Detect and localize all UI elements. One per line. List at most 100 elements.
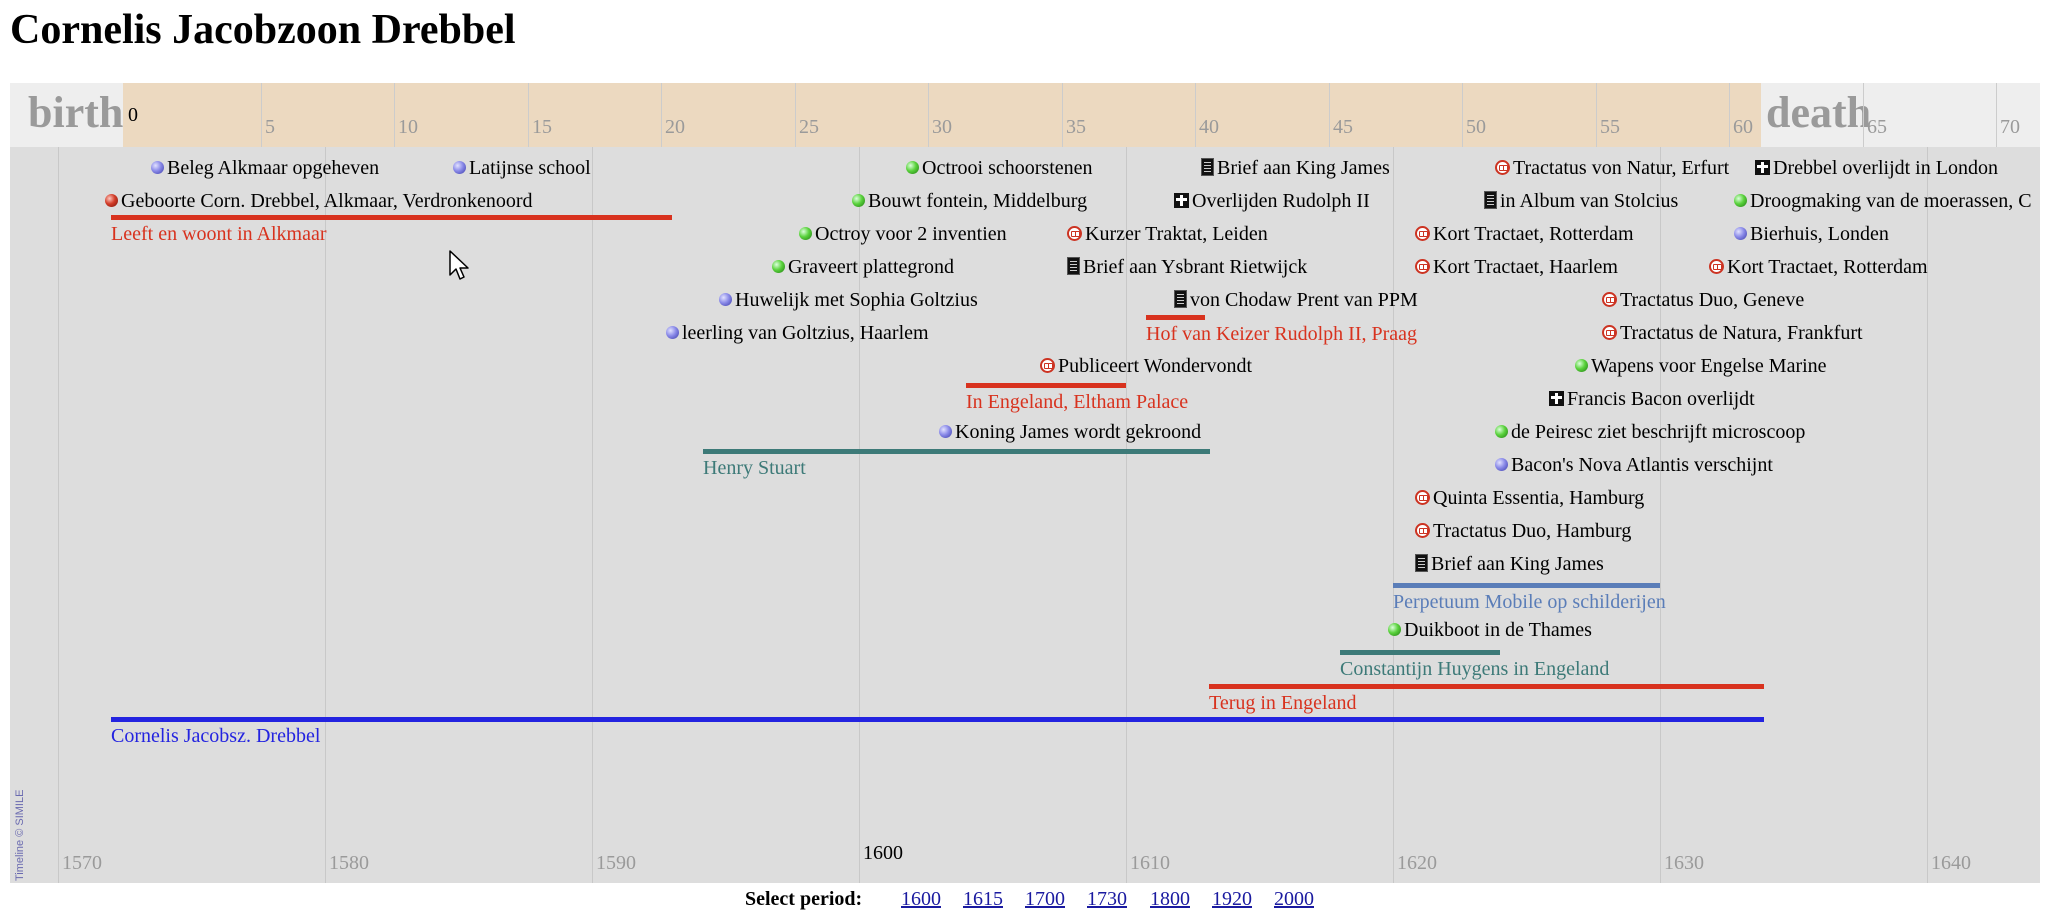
book-icon[interactable]: [1415, 522, 1430, 538]
timeline-event[interactable]: von Chodaw Prent van PPM: [1174, 287, 1418, 315]
timeline-event[interactable]: Kort Tractaet, Rotterdam: [1709, 254, 1928, 282]
blue-dot-icon[interactable]: [151, 160, 164, 174]
timeline-event[interactable]: Drebbel overlijdt in London: [1755, 155, 1998, 183]
green-dot-icon[interactable]: [852, 193, 865, 207]
event-label[interactable]: Duikboot in de Thames: [1404, 619, 1592, 641]
duration-bar[interactable]: [1209, 684, 1764, 689]
blue-dot-icon[interactable]: [453, 160, 466, 174]
timeline-event[interactable]: Publiceert Wondervondt: [1040, 353, 1252, 381]
event-label[interactable]: Geboorte Corn. Drebbel, Alkmaar, Verdron…: [121, 190, 533, 212]
period-link-1615[interactable]: 1615: [963, 888, 1003, 910]
timeline-event[interactable]: Beleg Alkmaar opgeheven: [151, 155, 379, 183]
duration-label[interactable]: Cornelis Jacobsz. Drebbel: [111, 725, 321, 747]
timeline-event[interactable]: Geboorte Corn. Drebbel, Alkmaar, Verdron…: [105, 188, 533, 216]
green-dot-icon[interactable]: [1495, 424, 1508, 438]
book-icon[interactable]: [1415, 258, 1430, 274]
event-label[interactable]: Bouwt fontein, Middelburg: [868, 190, 1088, 212]
timeline-event[interactable]: Brief aan King James: [1415, 551, 1604, 579]
timeline-widget[interactable]: birth death 0 5 10 15 20 25 30 35 40 45 50 55 60 65 7…: [10, 83, 2040, 883]
document-icon[interactable]: [1067, 257, 1080, 276]
timeline-event[interactable]: Bierhuis, Londen: [1734, 221, 1889, 249]
duration-bar[interactable]: [1146, 315, 1205, 320]
event-label[interactable]: Droogmaking van de moerassen, C: [1750, 190, 2032, 212]
event-label[interactable]: Huwelijk met Sophia Goltzius: [735, 289, 978, 311]
book-icon[interactable]: [1040, 357, 1055, 373]
book-icon[interactable]: [1602, 324, 1617, 340]
event-label[interactable]: Octrooi schoorstenen: [922, 157, 1093, 179]
book-icon[interactable]: [1415, 225, 1430, 241]
timeline-event[interactable]: Latijnse school: [453, 155, 591, 183]
period-link-1730[interactable]: 1730: [1087, 888, 1127, 910]
timeline-event[interactable]: Kurzer Traktat, Leiden: [1067, 221, 1268, 249]
event-label[interactable]: Latijnse school: [469, 157, 591, 179]
timeline-event[interactable]: Wapens voor Engelse Marine: [1575, 353, 1827, 381]
event-label[interactable]: Publiceert Wondervondt: [1058, 355, 1253, 377]
event-label[interactable]: von Chodaw Prent van PPM: [1190, 289, 1418, 311]
duration-bar[interactable]: [1393, 583, 1660, 588]
red-dot-icon[interactable]: [105, 193, 118, 207]
timeline-event[interactable]: de Peiresc ziet beschrijft microscoop: [1495, 419, 1805, 447]
event-label[interactable]: Quinta Essentia, Hamburg: [1433, 487, 1645, 509]
duration-label[interactable]: Leeft en woont in Alkmaar: [111, 223, 327, 245]
green-dot-icon[interactable]: [799, 226, 812, 240]
timeline-event[interactable]: Graveert plattegrond: [772, 254, 954, 282]
timeline-event[interactable]: Kort Tractaet, Rotterdam: [1415, 221, 1634, 249]
timeline-event[interactable]: Huwelijk met Sophia Goltzius: [719, 287, 978, 315]
event-label[interactable]: Koning James wordt gekroond: [955, 421, 1202, 443]
book-icon[interactable]: [1415, 489, 1430, 505]
book-icon[interactable]: [1067, 225, 1082, 241]
period-link-1920[interactable]: 1920: [1212, 888, 1252, 910]
period-link-1700[interactable]: 1700: [1025, 888, 1065, 910]
blue-dot-icon[interactable]: [939, 424, 952, 438]
period-link-2000[interactable]: 2000: [1274, 888, 1314, 910]
duration-bar[interactable]: [703, 449, 1210, 454]
event-label[interactable]: in Album van Stolcius: [1500, 190, 1679, 212]
green-dot-icon[interactable]: [1734, 193, 1747, 207]
event-label[interactable]: leerling van Goltzius, Haarlem: [682, 322, 929, 344]
duration-bar[interactable]: [111, 717, 1764, 722]
timeline-event[interactable]: Brief aan Ysbrant Rietwijck: [1067, 254, 1307, 282]
green-dot-icon[interactable]: [1388, 622, 1401, 636]
timeline-event[interactable]: Francis Bacon overlijdt: [1549, 386, 1755, 414]
green-dot-icon[interactable]: [1575, 358, 1588, 372]
timeline-event[interactable]: Tractatus Duo, Geneve: [1602, 287, 1804, 315]
timeline-event[interactable]: Bacon's Nova Atlantis verschijnt: [1495, 452, 1773, 480]
duration-label[interactable]: Constantijn Huygens in Engeland: [1340, 658, 1610, 680]
timeline-event[interactable]: Brief aan King James: [1201, 155, 1390, 183]
event-label[interactable]: Kort Tractaet, Rotterdam: [1433, 223, 1634, 245]
event-label[interactable]: Tractatus de Natura, Frankfurt: [1620, 322, 1863, 344]
timeline-event[interactable]: Tractatus de Natura, Frankfurt: [1602, 320, 1863, 348]
document-icon[interactable]: [1174, 290, 1187, 309]
event-label[interactable]: Wapens voor Engelse Marine: [1591, 355, 1827, 377]
blue-dot-icon[interactable]: [1495, 457, 1508, 471]
event-label[interactable]: Drebbel overlijdt in London: [1773, 157, 1998, 179]
event-label[interactable]: Kort Tractaet, Haarlem: [1433, 256, 1618, 278]
timeline-event[interactable]: Octroy voor 2 inventien: [799, 221, 1007, 249]
cross-icon[interactable]: [1549, 390, 1564, 406]
timeline-event[interactable]: Tractatus von Natur, Erfurt: [1495, 155, 1729, 183]
green-dot-icon[interactable]: [906, 160, 919, 174]
duration-bar[interactable]: [1340, 650, 1500, 655]
duration-label[interactable]: Hof van Keizer Rudolph II, Praag: [1146, 323, 1418, 345]
document-icon[interactable]: [1484, 191, 1497, 210]
event-label[interactable]: Graveert plattegrond: [788, 256, 955, 278]
timeline-event[interactable]: Tractatus Duo, Hamburg: [1415, 518, 1631, 546]
timeline-event[interactable]: Duikboot in de Thames: [1388, 617, 1592, 645]
book-icon[interactable]: [1495, 159, 1510, 175]
timeline-event[interactable]: Kort Tractaet, Haarlem: [1415, 254, 1618, 282]
event-label[interactable]: Francis Bacon overlijdt: [1567, 388, 1755, 410]
event-label[interactable]: Beleg Alkmaar opgeheven: [167, 157, 380, 179]
event-label[interactable]: Brief aan King James: [1217, 157, 1390, 179]
event-label[interactable]: Kort Tractaet, Rotterdam: [1727, 256, 1928, 278]
period-link-1800[interactable]: 1800: [1150, 888, 1190, 910]
event-label[interactable]: Brief aan Ysbrant Rietwijck: [1083, 256, 1308, 278]
timeline-event[interactable]: leerling van Goltzius, Haarlem: [666, 320, 929, 348]
book-icon[interactable]: [1709, 258, 1724, 274]
document-icon[interactable]: [1201, 158, 1214, 177]
duration-label[interactable]: Terug in Engeland: [1209, 692, 1357, 714]
duration-label[interactable]: Henry Stuart: [703, 457, 806, 479]
timeline-event[interactable]: Quinta Essentia, Hamburg: [1415, 485, 1644, 513]
event-label[interactable]: Kurzer Traktat, Leiden: [1085, 223, 1268, 245]
cross-icon[interactable]: [1174, 192, 1189, 208]
event-label[interactable]: Bacon's Nova Atlantis verschijnt: [1511, 454, 1773, 476]
